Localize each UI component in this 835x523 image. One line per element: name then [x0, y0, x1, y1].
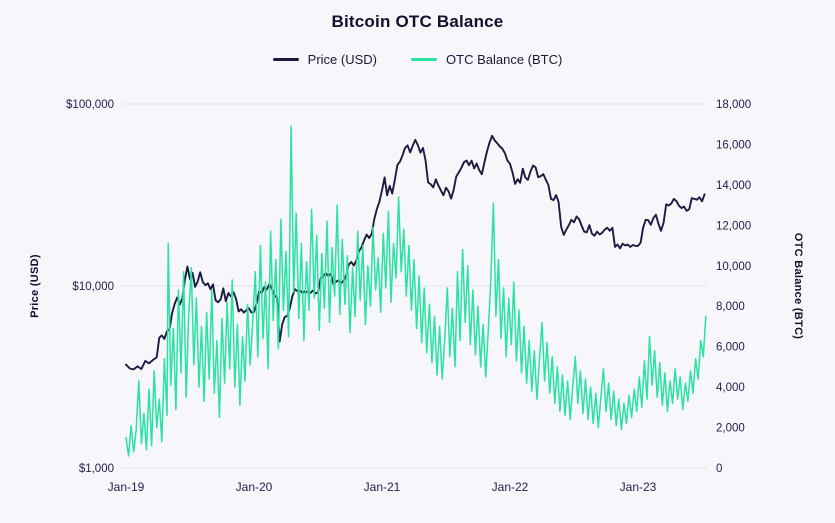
x-tick-label: Jan-22	[492, 480, 529, 494]
x-tick-label: Jan-21	[364, 480, 401, 494]
y-right-tick-label: 0	[716, 463, 722, 475]
otc-line-swatch	[411, 57, 438, 62]
y-right-tick-label: 6,000	[716, 342, 745, 354]
y-right-tick-label: 2,000	[716, 423, 745, 435]
chart-plot-layer: $1,000 $10,000 $100,000 0 2,000 4,000 6,000 8,0…	[66, 99, 751, 494]
legend: Price (USD) OTC Balance (BTC)	[0, 52, 835, 67]
y-right-tick-label: 8,000	[716, 301, 745, 313]
y-right-tick-label: 12,000	[716, 220, 751, 232]
legend-item-otc-balance: OTC Balance (BTC)	[411, 52, 562, 67]
series-line-otc-balance	[125, 125, 707, 457]
y-left-tick-label: $10,000	[72, 281, 114, 293]
x-tick-label: Jan-19	[108, 480, 145, 494]
legend-item-price: Price (USD)	[272, 52, 378, 67]
y-right-tick-label: 14,000	[716, 180, 751, 192]
y-axis-label-left: Price (USD)	[29, 254, 41, 318]
y-right-tick-label: 18,000	[716, 99, 751, 111]
legend-label-price: Price (USD)	[307, 52, 378, 67]
price-line-swatch	[272, 57, 299, 62]
y-axis-label-right: OTC Balance (BTC)	[792, 233, 804, 340]
chart-title: Bitcoin OTC Balance	[331, 12, 504, 31]
x-tick-label: Jan-23	[620, 480, 657, 494]
legend-label-otc-balance: OTC Balance (BTC)	[446, 52, 563, 67]
x-tick-label: Jan-20	[236, 480, 273, 494]
y-right-tick-label: 16,000	[716, 139, 751, 151]
y-right-tick-label: 10,000	[716, 261, 751, 273]
y-left-tick-label: $1,000	[79, 463, 114, 475]
y-left-tick-label: $100,000	[66, 99, 114, 111]
y-right-tick-label: 4,000	[716, 382, 745, 394]
